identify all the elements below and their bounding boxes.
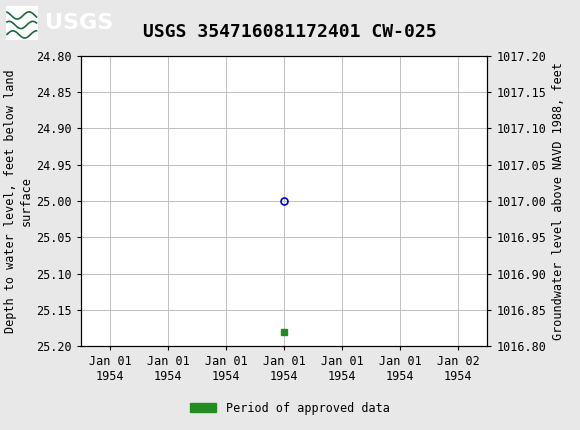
FancyBboxPatch shape: [6, 6, 38, 40]
Legend: Period of approved data: Period of approved data: [186, 397, 394, 420]
Text: USGS 354716081172401 CW-025: USGS 354716081172401 CW-025: [143, 23, 437, 41]
Text: USGS: USGS: [45, 12, 113, 33]
Y-axis label: Depth to water level, feet below land
surface: Depth to water level, feet below land su…: [5, 69, 32, 333]
Y-axis label: Groundwater level above NAVD 1988, feet: Groundwater level above NAVD 1988, feet: [552, 62, 565, 340]
